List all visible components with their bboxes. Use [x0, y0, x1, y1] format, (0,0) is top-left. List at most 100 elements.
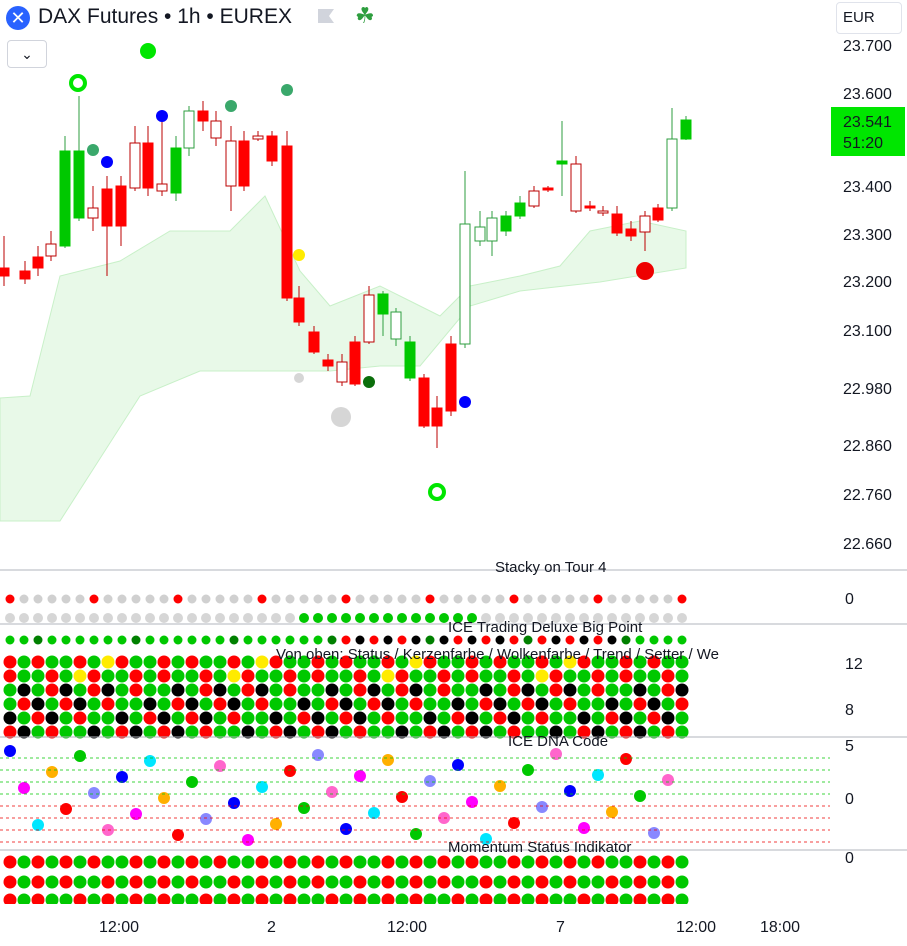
indicator-dot: [647, 669, 661, 683]
indicator-dot: [199, 711, 213, 725]
indicator-dot: [423, 669, 437, 683]
indicator-dot: [73, 855, 87, 869]
dna-dot: [4, 745, 16, 757]
collapse-button[interactable]: ⌄: [7, 40, 47, 68]
indicator-dot: [565, 613, 575, 623]
indicator-dot: [171, 655, 185, 669]
indicator-dot: [87, 697, 101, 711]
indicator-dot: [409, 655, 423, 669]
indicator-dot: [325, 669, 339, 683]
candle-body: [528, 190, 540, 207]
indicator-dot: [45, 697, 59, 711]
indicator-dot: [425, 613, 435, 623]
indicator-dot: [241, 893, 255, 907]
indicator-dot: [649, 594, 659, 604]
candle-body: [459, 223, 471, 345]
indicator-dot: [619, 711, 633, 725]
indicator-dot: [367, 855, 381, 869]
indicator-dot: [59, 855, 73, 869]
indicator-dot: [605, 683, 619, 697]
indicator-dot: [5, 635, 15, 645]
chart-header: ✕ DAX Futures • 1h • EUREX ☘ EUR: [0, 0, 907, 36]
indicator-dot: [3, 683, 17, 697]
indicator-dot: [509, 635, 519, 645]
indicator-dot: [271, 635, 281, 645]
indicator-dot: [633, 893, 647, 907]
indicator-dot: [675, 711, 689, 725]
indicator-dot: [677, 635, 687, 645]
indicator-dot: [577, 655, 591, 669]
indicator-dot: [537, 613, 547, 623]
candle-body: [625, 228, 637, 237]
chart-canvas[interactable]: 23.700 23.600 23.400 23.300 23.200 23.10…: [0, 36, 907, 946]
currency-selector[interactable]: EUR: [836, 2, 902, 34]
indicator-dot: [523, 613, 533, 623]
indicator-dot: [423, 711, 437, 725]
indicator-dot: [453, 594, 463, 604]
indicator-dot: [633, 669, 647, 683]
flag-icon[interactable]: [316, 8, 336, 26]
indicator-dot: [635, 613, 645, 623]
indicator-dot: [353, 711, 367, 725]
indicator-dot: [633, 683, 647, 697]
indicator-dot: [157, 669, 171, 683]
indicator-dot: [31, 711, 45, 725]
indicator-dot: [213, 893, 227, 907]
indicator-dot: [255, 855, 269, 869]
indicator-dot: [381, 855, 395, 869]
indicator-dot: [661, 875, 675, 889]
indicator-dot: [241, 711, 255, 725]
candle-body: [431, 407, 443, 427]
indicator-dot: [115, 683, 129, 697]
indicator-dot: [647, 875, 661, 889]
indicator-dot: [495, 613, 505, 623]
dna-dot: [494, 780, 506, 792]
clover-icon[interactable]: ☘: [355, 3, 375, 28]
indicator-dot: [549, 697, 563, 711]
indicator-dot: [493, 697, 507, 711]
indicator-dot: [591, 655, 605, 669]
indicator-dot: [59, 875, 73, 889]
indicator-dot: [255, 669, 269, 683]
candle-body: [0, 267, 10, 277]
indicator-dot: [3, 855, 17, 869]
indicator-dot: [465, 697, 479, 711]
indicator-dot: [619, 893, 633, 907]
indicator-dot: [213, 711, 227, 725]
indicator-dot: [481, 594, 491, 604]
last-price: 23.541: [843, 114, 892, 131]
indicator-dot: [227, 711, 241, 725]
candle-body: [210, 120, 222, 139]
dna-dot: [536, 801, 548, 813]
symbol-close-icon[interactable]: ✕: [6, 6, 30, 30]
indicator-dot: [437, 855, 451, 869]
indicator-dot: [675, 669, 689, 683]
indicator-dot: [173, 613, 183, 623]
indicator-dot: [521, 683, 535, 697]
chart-title[interactable]: DAX Futures • 1h • EUREX: [38, 5, 292, 28]
indicator-dot: [271, 613, 281, 623]
indicator-dot: [325, 875, 339, 889]
dna-dot: [60, 803, 72, 815]
indicator-dot: [213, 697, 227, 711]
price-tick: 23.700: [843, 38, 892, 55]
time-tick: 18:00: [760, 919, 800, 936]
indicator-dot: [493, 655, 507, 669]
indicator-dot: [75, 594, 85, 604]
candle-body: [197, 110, 209, 122]
indicator-dot: [297, 855, 311, 869]
indicator-dot: [297, 683, 311, 697]
indicator-dot: [465, 855, 479, 869]
indicator-dot: [255, 683, 269, 697]
indicator-dot: [563, 697, 577, 711]
indicator-dot: [453, 613, 463, 623]
indicator-dot: [423, 655, 437, 669]
currency-label: EUR: [843, 9, 875, 26]
indicator-dot: [241, 655, 255, 669]
indicator-dot: [45, 683, 59, 697]
indicator-dot: [409, 711, 423, 725]
indicator-dot: [185, 669, 199, 683]
indicator-dot: [593, 613, 603, 623]
indicator-dot: [579, 635, 589, 645]
indicator-dot: [299, 613, 309, 623]
